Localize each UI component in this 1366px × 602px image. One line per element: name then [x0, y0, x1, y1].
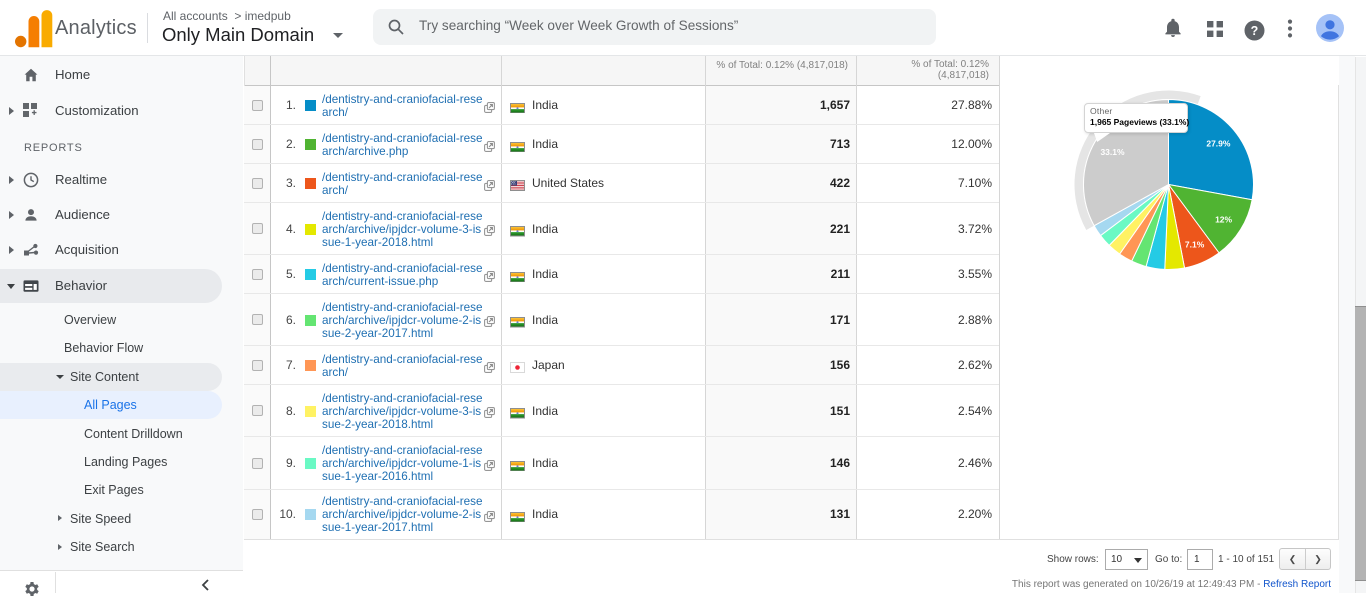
svg-text:27.9%: 27.9% — [1206, 138, 1231, 148]
svg-text:33.1%: 33.1% — [1100, 147, 1125, 157]
svg-text:?: ? — [1251, 24, 1259, 38]
svg-text:12%: 12% — [1215, 214, 1232, 224]
svg-text:7.1%: 7.1% — [1185, 240, 1205, 250]
